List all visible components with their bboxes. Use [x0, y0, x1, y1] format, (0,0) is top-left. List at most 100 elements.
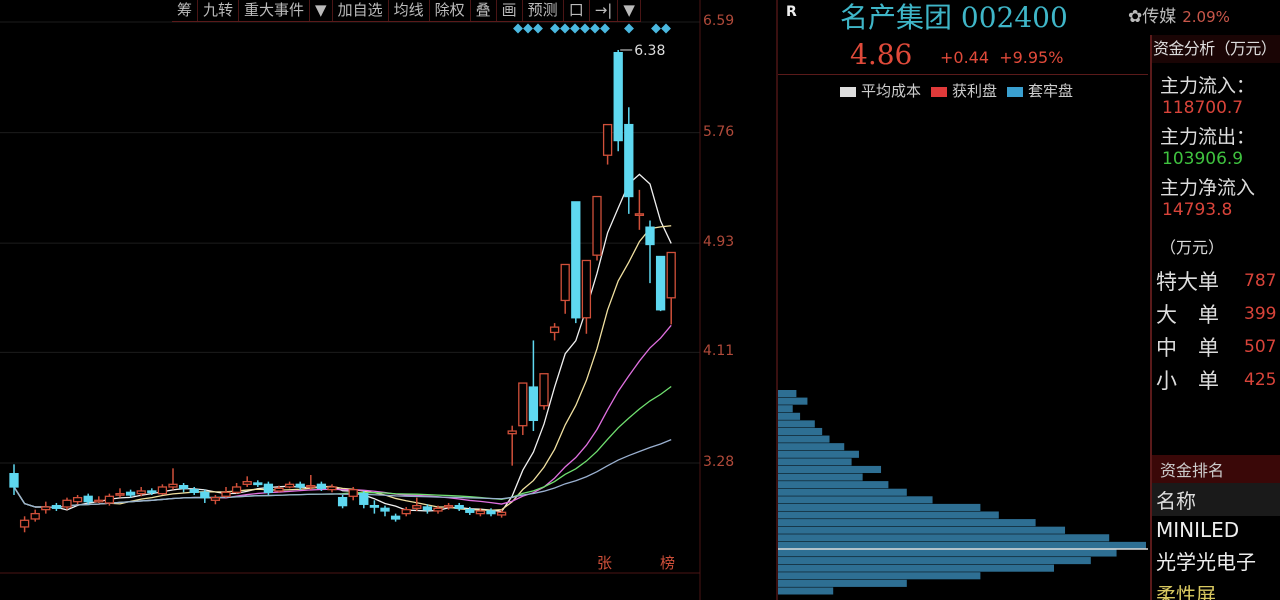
chip-bar [778, 534, 1110, 542]
event-marker-icon [651, 23, 661, 34]
order-value: 787 [1244, 270, 1277, 291]
candle [337, 494, 348, 509]
toolbar-button[interactable]: 重大事件 [239, 0, 311, 21]
rank-header: 名称 [1152, 483, 1280, 516]
chip-bar [778, 564, 1054, 572]
toolbar-button[interactable]: 除权 [430, 0, 471, 21]
candle [19, 516, 30, 533]
candle [507, 425, 517, 466]
toolbar-button[interactable]: 画 [497, 0, 523, 21]
netflow-value: 14793.8 [1162, 200, 1233, 220]
candle [528, 340, 539, 432]
candle-body [624, 123, 634, 198]
marker-label[interactable]: 张 [597, 554, 612, 572]
candle-body [592, 195, 602, 256]
candle [168, 468, 178, 490]
order-row: 小 单 425 [1152, 363, 1280, 396]
toolbar-button[interactable]: 口 [564, 0, 590, 21]
candle-body [433, 507, 443, 512]
candle [157, 484, 168, 495]
candle-body [136, 490, 146, 495]
sector-name: 传媒 [1142, 7, 1177, 27]
toolbar-button[interactable]: 预测 [523, 0, 564, 21]
candle-body [634, 213, 645, 217]
kline-chart[interactable]: 6.38 张 榜 [0, 0, 776, 600]
candle [253, 480, 263, 487]
chip-bar [778, 526, 1066, 534]
rank-item[interactable]: MINILED [1156, 518, 1240, 542]
candle-body [645, 226, 655, 246]
candle [390, 513, 401, 522]
price-tick: 4.93 [703, 234, 735, 251]
toolbar-button[interactable]: ▼ [310, 0, 333, 21]
candle [72, 494, 83, 505]
chip-bar [778, 443, 845, 451]
candle-body [41, 506, 51, 511]
toolbar-button[interactable]: 均线 [389, 0, 430, 21]
candle [125, 489, 136, 498]
candle [465, 506, 475, 515]
legend-swatch [1007, 86, 1024, 97]
ma60-line [13, 439, 672, 508]
candle-body [454, 504, 464, 509]
event-marker-icon [533, 23, 543, 34]
toolbar-button[interactable]: ▼ [618, 0, 641, 21]
candle [189, 486, 199, 495]
candle [602, 123, 613, 165]
candle [655, 255, 666, 312]
candle [475, 508, 486, 517]
candle [274, 485, 284, 493]
rank-item[interactable]: 光学光电子 [1156, 550, 1256, 574]
candle [147, 488, 157, 495]
legend-label: 平均成本 [861, 82, 922, 100]
chip-bar [778, 541, 1146, 549]
inflow-value: 118700.7 [1162, 98, 1244, 118]
candle [242, 476, 252, 487]
candle [486, 508, 496, 517]
chip-bar [778, 420, 815, 428]
chip-bar [778, 397, 808, 405]
candle-body [157, 486, 168, 495]
candle-body [666, 251, 676, 299]
order-row: 中 单 507 [1152, 330, 1280, 363]
candle-body [359, 492, 369, 505]
candle-body [465, 508, 475, 513]
candle-body [327, 486, 337, 491]
toolbar-button[interactable]: →| [590, 0, 619, 21]
candle-body [83, 495, 93, 503]
toolbar-button[interactable]: 筹 [172, 0, 199, 21]
candle-body [306, 484, 316, 488]
candle-body [390, 515, 401, 520]
order-value: 507 [1244, 336, 1277, 357]
toolbar-button[interactable]: 九转 [198, 0, 240, 21]
candle [316, 481, 327, 491]
candle-body [443, 504, 454, 508]
candle-body [316, 483, 327, 489]
candle [613, 49, 623, 152]
candle [210, 494, 221, 505]
candle [666, 251, 676, 325]
candle [496, 509, 507, 518]
order-label: 小 单 [1156, 368, 1219, 393]
candle [571, 201, 581, 324]
candle [83, 493, 93, 505]
candle [327, 484, 337, 493]
rank-item[interactable]: 柔性屏 [1156, 583, 1216, 600]
fund-ranking: 资金排名 名称 MINILED 光学光电子 柔性屏 [1152, 455, 1280, 600]
sector-link[interactable]: ✿传媒 2.09% [1128, 2, 1230, 27]
candle-body [475, 510, 486, 515]
candle-body [51, 504, 62, 509]
order-value: 399 [1244, 303, 1277, 324]
candle-body [274, 487, 284, 492]
candle-body [496, 511, 507, 516]
candle-body [571, 201, 581, 319]
toolbar-button[interactable]: 叠 [471, 0, 497, 21]
candle [624, 107, 634, 214]
toolbar-button[interactable]: 加自选 [333, 0, 389, 21]
order-size-table: 特大单 787 大 单 399 中 单 507 小 单 425 [1152, 264, 1280, 396]
marker-label[interactable]: 榜 [660, 554, 675, 572]
candle [200, 489, 210, 503]
candle [306, 474, 316, 490]
candle-body [147, 490, 157, 494]
stock-header: R 名产集团 002400 ✿传媒 2.09% 4.86 +0.44 +9.95% [778, 0, 1230, 75]
